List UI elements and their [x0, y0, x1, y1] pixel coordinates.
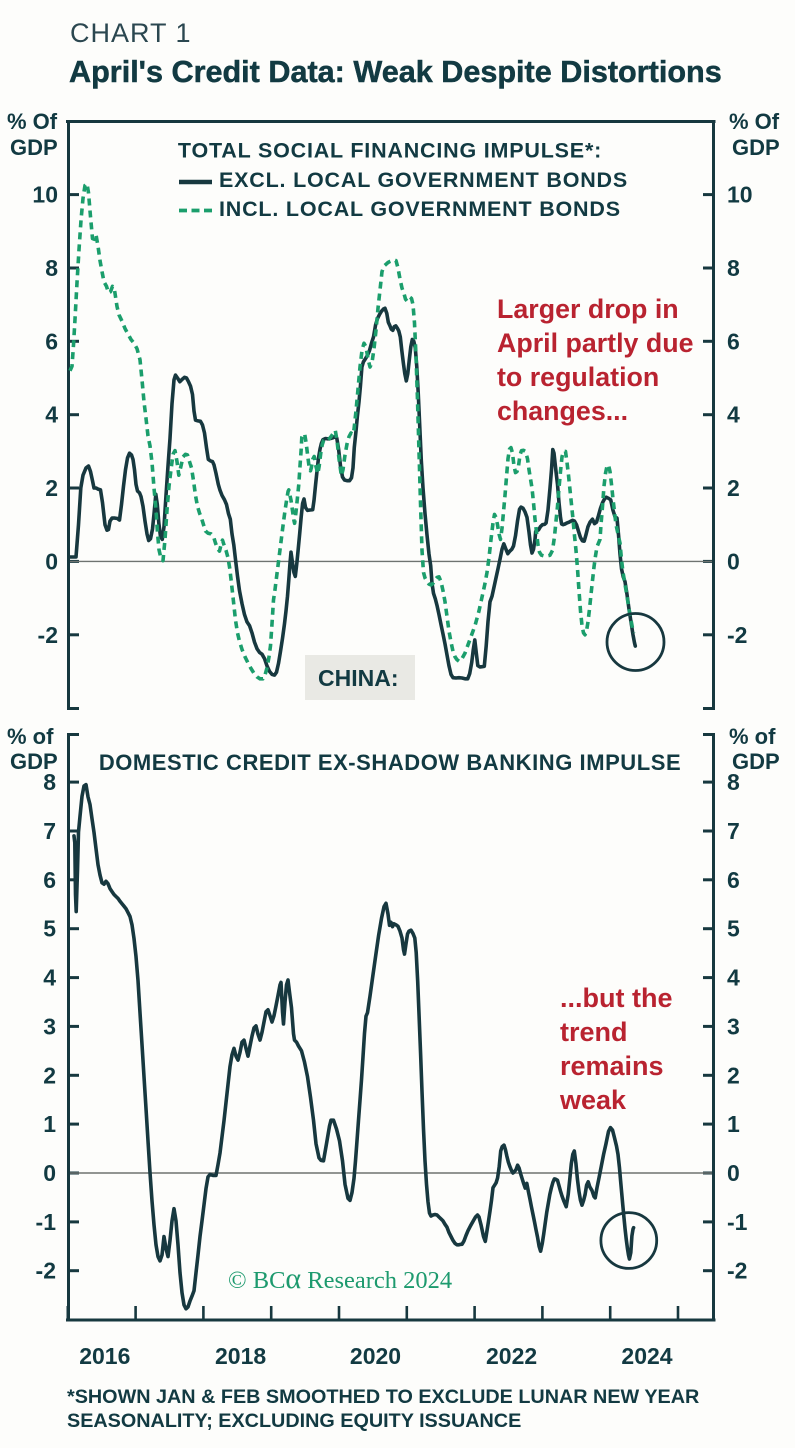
svg-text:4: 4: [727, 402, 740, 428]
svg-text:2018: 2018: [215, 1343, 266, 1369]
svg-text:0: 0: [727, 548, 740, 574]
svg-text:2: 2: [727, 1062, 740, 1088]
svg-text:weak: weak: [559, 1085, 627, 1115]
svg-text:10: 10: [727, 182, 753, 208]
svg-text:5: 5: [727, 916, 740, 942]
svg-text:Larger drop in: Larger drop in: [497, 294, 679, 324]
svg-text:EXCL. LOCAL GOVERNMENT BONDS: EXCL. LOCAL GOVERNMENT BONDS: [219, 168, 628, 192]
svg-text:TOTAL SOCIAL FINANCING IMPULSE: TOTAL SOCIAL FINANCING IMPULSE*:: [178, 139, 602, 163]
svg-text:0: 0: [727, 1160, 740, 1186]
svg-text:2: 2: [43, 1062, 56, 1088]
svg-text:April's Credit Data: Weak Desp: April's Credit Data: Weak Despite Distor…: [69, 55, 722, 89]
svg-text:GDP: GDP: [732, 135, 780, 160]
svg-text:7: 7: [727, 818, 740, 844]
svg-text:GDP: GDP: [10, 749, 58, 774]
svg-text:trend: trend: [560, 1017, 628, 1047]
svg-text:-1: -1: [36, 1209, 57, 1235]
svg-text:CHART 1: CHART 1: [70, 18, 192, 48]
svg-text:-2: -2: [727, 622, 747, 648]
svg-text:2: 2: [727, 475, 740, 501]
svg-text:0: 0: [45, 548, 58, 574]
svg-text:5: 5: [43, 916, 56, 942]
svg-text:...but the: ...but the: [560, 983, 672, 1013]
svg-text:8: 8: [45, 255, 58, 281]
svg-text:1: 1: [727, 1111, 740, 1137]
svg-text:-2: -2: [36, 1258, 56, 1284]
svg-text:8: 8: [43, 769, 56, 795]
svg-text:6: 6: [727, 328, 740, 354]
svg-text:to regulation: to regulation: [497, 362, 659, 392]
svg-text:% Of: % Of: [7, 109, 58, 134]
svg-text:7: 7: [43, 818, 56, 844]
svg-text:6: 6: [43, 867, 56, 893]
svg-text:*SHOWN JAN & FEB SMOOTHED TO E: *SHOWN JAN & FEB SMOOTHED TO EXCLUDE LUN…: [67, 1386, 699, 1408]
svg-text:2020: 2020: [350, 1343, 401, 1369]
svg-text:GDP: GDP: [10, 135, 58, 160]
svg-text:-1: -1: [727, 1209, 748, 1235]
svg-text:SEASONALITY; EXCLUDING EQUITY: SEASONALITY; EXCLUDING EQUITY ISSUANCE: [67, 1410, 521, 1432]
svg-text:April partly due: April partly due: [497, 328, 694, 358]
svg-text:3: 3: [43, 1013, 56, 1039]
svg-text:CHINA:: CHINA:: [318, 665, 399, 691]
svg-text:changes...: changes...: [497, 396, 628, 426]
svg-text:2: 2: [45, 475, 58, 501]
svg-text:© BCα Research 2024: © BCα Research 2024: [228, 1262, 452, 1295]
svg-text:% Of: % Of: [729, 109, 780, 134]
svg-text:2016: 2016: [79, 1343, 130, 1369]
svg-text:-2: -2: [38, 622, 58, 648]
svg-text:GDP: GDP: [732, 749, 780, 774]
svg-text:DOMESTIC CREDIT EX-SHADOW BANK: DOMESTIC CREDIT EX-SHADOW BANKING IMPULS…: [99, 750, 681, 775]
svg-text:8: 8: [727, 255, 740, 281]
svg-text:4: 4: [43, 965, 56, 991]
svg-text:INCL. LOCAL GOVERNMENT BONDS: INCL. LOCAL GOVERNMENT BONDS: [219, 197, 621, 221]
svg-text:2022: 2022: [486, 1343, 537, 1369]
svg-text:0: 0: [43, 1160, 56, 1186]
svg-text:4: 4: [45, 402, 58, 428]
svg-text:% of: % of: [7, 724, 54, 749]
svg-text:2024: 2024: [621, 1343, 672, 1369]
svg-text:remains: remains: [560, 1051, 664, 1081]
svg-text:10: 10: [32, 182, 58, 208]
svg-text:1: 1: [43, 1111, 56, 1137]
svg-text:4: 4: [727, 965, 740, 991]
svg-text:8: 8: [727, 769, 740, 795]
svg-text:-2: -2: [727, 1258, 747, 1284]
svg-text:% of: % of: [729, 724, 776, 749]
svg-text:3: 3: [727, 1013, 740, 1039]
svg-text:6: 6: [727, 867, 740, 893]
svg-text:6: 6: [45, 328, 58, 354]
